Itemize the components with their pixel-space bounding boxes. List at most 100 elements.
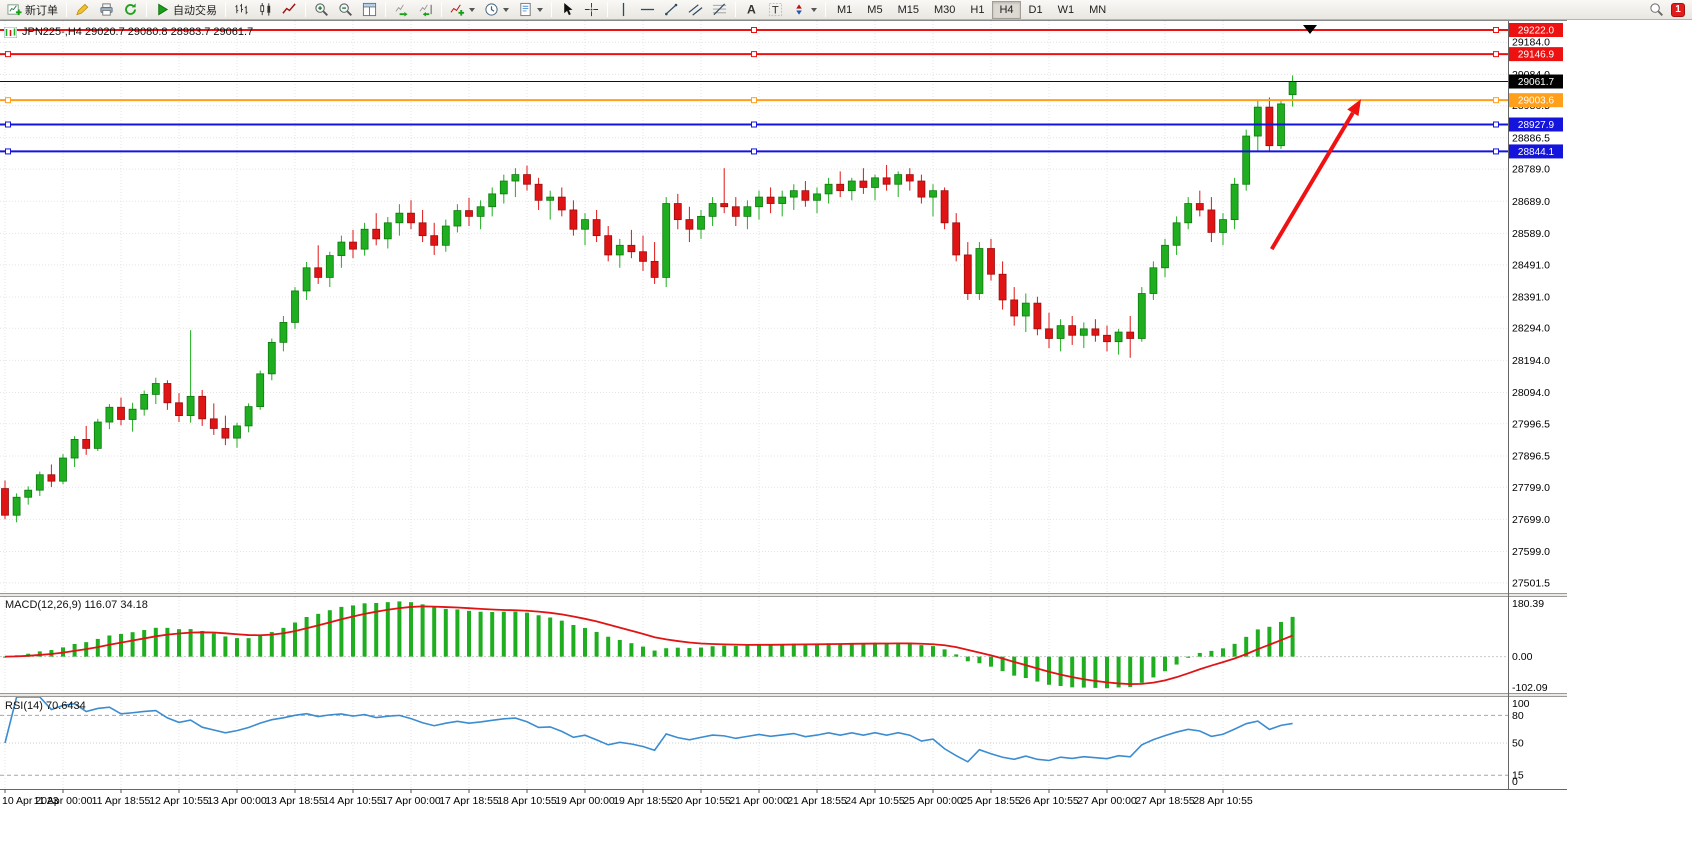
chart-shift-icon <box>419 4 432 17</box>
price-axis[interactable]: 29184.029084.028986.528886.528789.028689… <box>1508 21 1564 789</box>
refresh-button[interactable] <box>119 1 142 19</box>
crosshair-button[interactable] <box>580 1 603 19</box>
candle <box>465 197 473 227</box>
fibonacci-button[interactable] <box>708 1 731 19</box>
svg-text:29003.6: 29003.6 <box>1518 96 1555 107</box>
divider <box>305 2 306 17</box>
trendline-button[interactable] <box>660 1 683 19</box>
autotrading-button[interactable]: 自动交易 <box>151 1 221 19</box>
notification-badge[interactable]: 1 <box>1671 2 1685 17</box>
timeframe-mn-button[interactable]: MN <box>1082 1 1113 19</box>
line-handle[interactable] <box>1493 97 1499 104</box>
time-label: 26 Apr 10:55 <box>1019 795 1079 807</box>
scroll-end-marker[interactable] <box>1303 25 1317 34</box>
time-label: 17 Apr 00:00 <box>381 795 441 807</box>
tile-windows-button[interactable] <box>358 1 381 19</box>
new-order-button[interactable]: 新订单 <box>3 1 62 19</box>
timeframe-m1-button[interactable]: M1 <box>830 1 859 19</box>
line-handle[interactable] <box>5 97 11 104</box>
candlestick-chart-button[interactable] <box>254 1 277 19</box>
line-handle[interactable] <box>1493 148 1499 155</box>
auto-scroll-button[interactable] <box>390 1 413 19</box>
candle <box>337 235 346 268</box>
panel-splitter[interactable] <box>0 593 1567 597</box>
search-icon <box>1650 3 1663 16</box>
candle <box>1137 287 1146 342</box>
bar-chart-button[interactable] <box>230 1 253 19</box>
candle <box>1172 216 1181 255</box>
candle <box>511 168 520 198</box>
text-button[interactable]: A <box>740 1 763 19</box>
price-tick-label: 28391.0 <box>1512 292 1550 304</box>
candle <box>697 209 705 239</box>
time-label: 19 Apr 18:55 <box>613 795 673 807</box>
timeframe-h4-button[interactable]: H4 <box>992 0 1021 19</box>
horizontal-line-object[interactable] <box>0 97 1508 104</box>
metaeditor-button[interactable] <box>71 1 94 19</box>
candle <box>407 200 415 230</box>
timeframe-h1-button[interactable]: H1 <box>963 1 991 19</box>
line-handle[interactable] <box>5 121 11 128</box>
cursor-button[interactable] <box>556 1 579 19</box>
line-handle[interactable] <box>751 97 757 104</box>
candle <box>581 213 589 246</box>
new-order-label: 新订单 <box>25 4 58 17</box>
text-icon: A <box>747 3 756 17</box>
candle <box>59 454 67 485</box>
indicators-button[interactable] <box>446 1 479 19</box>
zoom-out-button[interactable] <box>334 1 357 19</box>
price-tag: 29003.6 <box>1509 93 1563 108</box>
line-handle[interactable] <box>751 121 757 128</box>
horizontal-line-object[interactable] <box>0 121 1508 128</box>
line-handle[interactable] <box>751 26 757 33</box>
print-button[interactable] <box>95 1 118 19</box>
bar-chart-icon <box>235 3 248 15</box>
autotrading-label: 自动交易 <box>173 4 217 17</box>
candle <box>488 187 497 217</box>
line-handle[interactable] <box>5 148 11 155</box>
timeframe-d1-button[interactable]: D1 <box>1022 1 1050 19</box>
line-handle[interactable] <box>1493 121 1499 128</box>
macd-axis-label: 0.00 <box>1512 651 1533 663</box>
templates-button[interactable] <box>514 1 547 19</box>
candle <box>476 200 485 230</box>
timeframe-m30-button[interactable]: M30 <box>927 1 962 19</box>
periods-button[interactable] <box>480 1 513 19</box>
line-handle[interactable] <box>5 51 11 58</box>
line-handle[interactable] <box>1493 51 1499 58</box>
zoom-in-button[interactable] <box>310 1 333 19</box>
arrows-button[interactable] <box>788 1 821 19</box>
price-tag: 28844.1 <box>1509 144 1563 159</box>
horizontal-line-object[interactable] <box>0 51 1508 58</box>
line-chart-icon <box>282 3 296 14</box>
panel-splitter[interactable] <box>0 693 1567 697</box>
search-button[interactable] <box>1645 1 1668 19</box>
candle <box>604 226 613 262</box>
channel-icon <box>688 4 703 16</box>
candle <box>244 403 253 433</box>
chart-shift-button[interactable] <box>414 1 437 19</box>
line-handle[interactable] <box>5 26 11 33</box>
horizontal-line-object[interactable] <box>0 148 1508 155</box>
timeframe-w1-button[interactable]: W1 <box>1051 1 1082 19</box>
channel-button[interactable] <box>684 1 707 19</box>
vertical-line-button[interactable] <box>612 1 635 19</box>
candle <box>731 197 740 227</box>
line-handle[interactable] <box>751 148 757 155</box>
candle <box>557 187 566 217</box>
horizontal-line-button[interactable] <box>636 1 659 19</box>
candle <box>847 177 856 201</box>
chart-canvas[interactable]: 29184.029084.028986.528886.528789.028689… <box>0 21 1567 809</box>
line-handle[interactable] <box>1493 26 1499 33</box>
timeframe-m15-button[interactable]: M15 <box>891 1 926 19</box>
line-chart-button[interactable] <box>278 1 301 19</box>
trend-arrow[interactable] <box>1270 99 1362 251</box>
rsi-line <box>4 696 1293 763</box>
label-button[interactable]: T <box>764 1 787 19</box>
candle <box>929 184 937 217</box>
zoom-out-icon <box>339 3 352 16</box>
line-handle[interactable] <box>751 51 757 58</box>
candle <box>778 190 787 217</box>
timeframe-m5-button[interactable]: M5 <box>860 1 889 19</box>
